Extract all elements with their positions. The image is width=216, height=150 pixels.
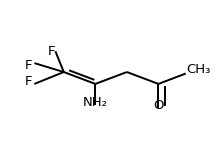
Text: O: O [153,99,164,112]
Text: NH₂: NH₂ [83,96,108,109]
Text: CH₃: CH₃ [186,63,210,76]
Text: F: F [24,75,32,88]
Text: F: F [24,59,32,72]
Text: F: F [48,45,55,58]
